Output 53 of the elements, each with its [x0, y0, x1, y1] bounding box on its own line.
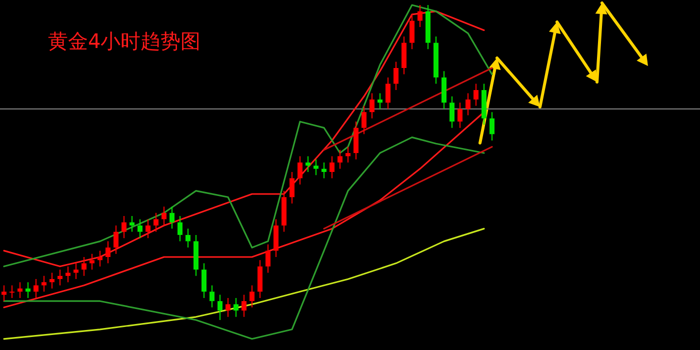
candlestick	[490, 112, 494, 141]
candlestick	[306, 156, 310, 172]
candlestick	[26, 282, 30, 298]
title: 黄金4小时趋势图	[48, 29, 201, 53]
candlestick	[34, 278, 38, 298]
candlestick	[458, 102, 462, 128]
candlestick	[18, 282, 22, 298]
candlestick	[42, 275, 46, 292]
candlestick	[362, 105, 366, 135]
candlestick	[58, 269, 62, 286]
candlestick	[338, 149, 342, 170]
candlestick	[154, 212, 158, 232]
candlestick	[386, 76, 390, 110]
candlestick	[146, 218, 150, 239]
candlestick	[378, 92, 382, 110]
candlestick	[186, 228, 190, 248]
candlestick	[410, 14, 414, 50]
candlestick	[202, 262, 206, 298]
candlestick	[330, 156, 334, 179]
candlestick	[50, 272, 54, 289]
candlestick	[90, 253, 94, 270]
candlestick	[162, 206, 166, 226]
candlestick	[466, 92, 470, 116]
candlestick	[266, 244, 270, 274]
candlestick	[170, 206, 174, 230]
candlestick	[10, 284, 14, 298]
candlestick	[394, 61, 398, 91]
candlestick	[106, 240, 110, 264]
candlestick	[226, 297, 230, 318]
candlestick	[250, 284, 254, 308]
candlestick	[74, 262, 78, 280]
candlestick	[298, 156, 302, 186]
candlestick	[322, 162, 326, 179]
candlestick	[370, 92, 374, 119]
candlestick	[474, 83, 478, 106]
candlestick	[346, 146, 350, 163]
candlestick	[114, 225, 118, 254]
candlestick	[418, 4, 422, 28]
candlestick	[130, 216, 134, 232]
candlestick	[450, 96, 454, 128]
candlestick	[218, 294, 222, 320]
candlestick	[66, 266, 70, 283]
candlestick	[138, 218, 142, 239]
candlestick	[290, 171, 294, 204]
candlestick	[98, 250, 102, 267]
candlestick	[210, 284, 214, 308]
candlestick	[314, 158, 318, 176]
candlestick	[122, 216, 126, 239]
candlestick	[178, 216, 182, 242]
candlestick	[242, 294, 246, 318]
candlestick	[2, 284, 6, 302]
candlestick	[234, 297, 238, 318]
candlestick	[82, 256, 86, 276]
